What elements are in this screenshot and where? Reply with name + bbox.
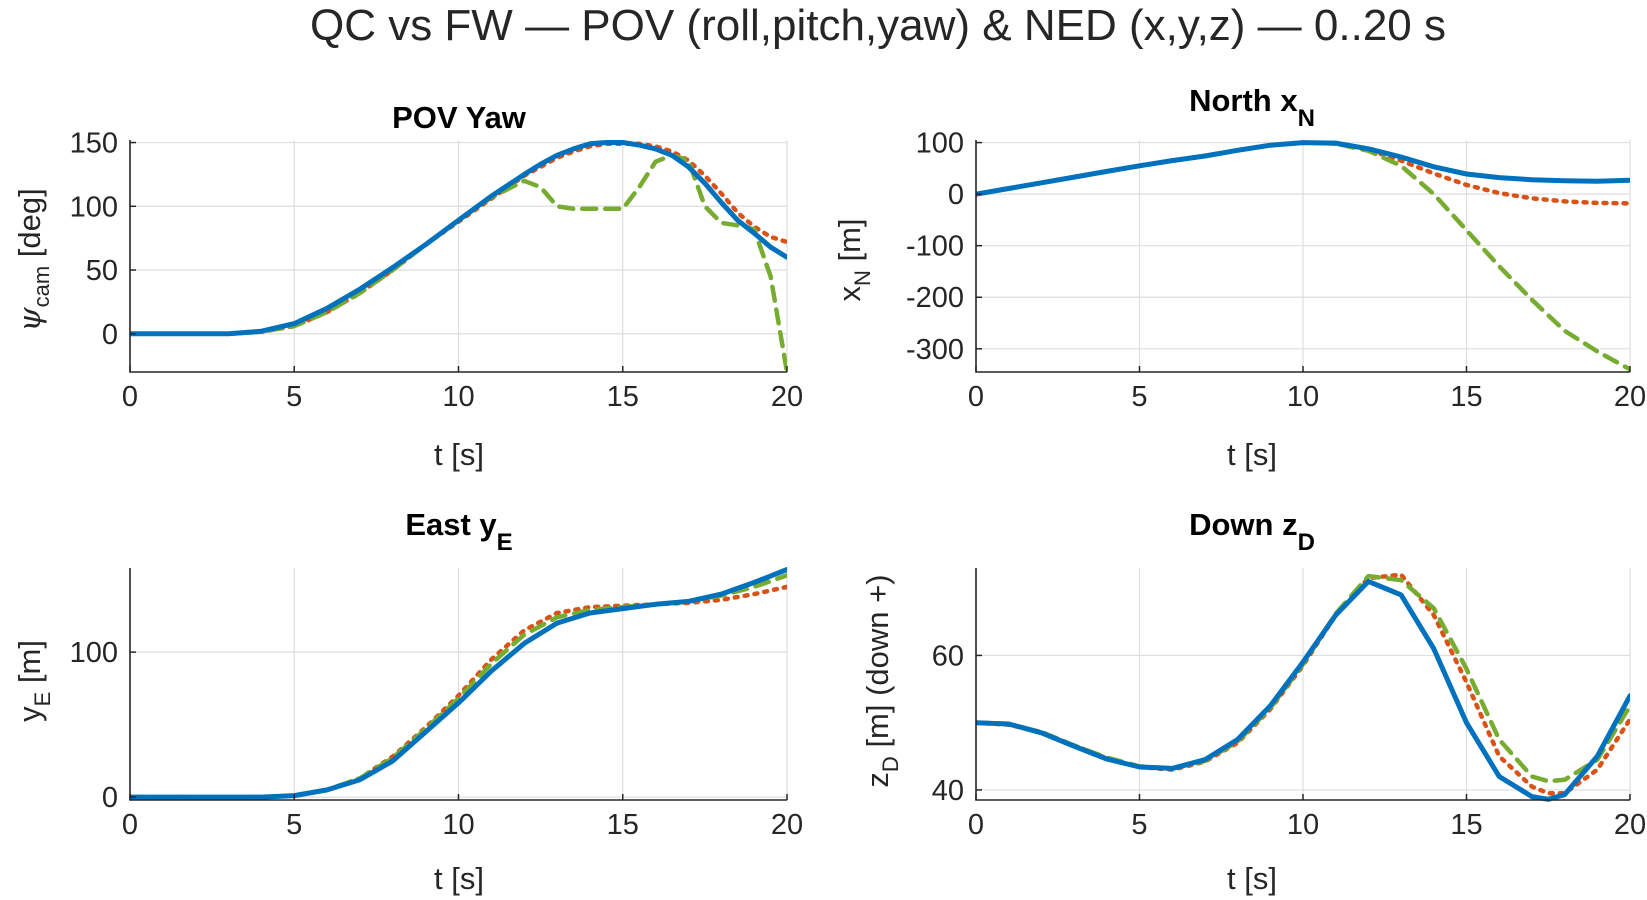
- y-tick-label: 0: [948, 179, 964, 211]
- y-tick-label: 150: [70, 128, 118, 160]
- panel-title: Down zD: [1189, 507, 1315, 556]
- y-tick-label: 50: [86, 255, 118, 287]
- x-tick-label: 20: [1614, 809, 1646, 841]
- x-tick-label: 0: [122, 381, 138, 413]
- x-axis-label: t [s]: [1227, 437, 1277, 472]
- x-axis-label: t [s]: [434, 861, 484, 896]
- x-tick-label: 15: [1450, 381, 1482, 413]
- x-tick-label: 0: [968, 809, 984, 841]
- x-tick-label: 5: [286, 381, 302, 413]
- panel-down-z: Down zD t [s] zD [m] (down +) 0 5 10 15 20 40…: [860, 507, 1646, 896]
- y-axis-label: ψcam [deg]: [12, 188, 54, 331]
- y-tick-label: -100: [906, 231, 964, 263]
- y-tick-label: 0: [102, 319, 118, 351]
- y-tick-label: 100: [916, 128, 964, 160]
- series-line-1-down-z: [976, 578, 1630, 802]
- y-tick-label: 0: [102, 782, 118, 814]
- y-axis-label: zD [m] (down +): [860, 574, 903, 787]
- y-tick-label: 60: [932, 640, 964, 672]
- x-tick-label: 20: [771, 381, 803, 413]
- y-tick-label: -200: [906, 282, 964, 314]
- panel-north-x: North xN t [s] xN [m] 0 5 10 15 20 -300 -200 -1…: [832, 83, 1646, 472]
- x-tick-label: 0: [968, 381, 984, 413]
- series-line-1-east-y: [130, 567, 787, 800]
- y-axis-label: yE [m]: [12, 640, 55, 722]
- x-axis-label: t [s]: [1227, 861, 1277, 896]
- panel-title: North xN: [1189, 83, 1315, 132]
- y-tick-label: 100: [70, 191, 118, 223]
- y-tick-label: 40: [932, 775, 964, 807]
- panel-east-y: East yE t [s] yE [m] 0 5 10 15 20 0 100: [12, 507, 803, 896]
- x-tick-label: 10: [442, 381, 474, 413]
- panel-pov-yaw: POV Yaw t [s] ψcam [deg] 0 5 10 15 20 0 50 100 1…: [12, 100, 803, 472]
- y-tick-label: -300: [906, 334, 964, 366]
- x-tick-label: 10: [442, 809, 474, 841]
- y-tick-label: 100: [70, 637, 118, 669]
- series-line-1-north-x: [976, 140, 1630, 197]
- panel-title: East yE: [405, 507, 512, 556]
- x-tick-label: 0: [122, 809, 138, 841]
- x-tick-label: 15: [1450, 809, 1482, 841]
- x-tick-label: 20: [771, 809, 803, 841]
- x-tick-label: 15: [607, 381, 639, 413]
- x-tick-label: 10: [1287, 381, 1319, 413]
- x-tick-label: 5: [1131, 381, 1147, 413]
- panel-title: POV Yaw: [392, 100, 527, 135]
- x-tick-label: 20: [1614, 381, 1646, 413]
- x-tick-label: 5: [1131, 809, 1147, 841]
- x-tick-label: 10: [1287, 809, 1319, 841]
- x-tick-label: 15: [607, 809, 639, 841]
- series-line-1-pov-yaw: [130, 140, 787, 337]
- y-axis-label: xN [m]: [832, 218, 875, 301]
- x-axis-label: t [s]: [434, 437, 484, 472]
- x-tick-label: 5: [286, 809, 302, 841]
- figure-title: QC vs FW — POV (roll,pitch,yaw) & NED (x…: [310, 1, 1446, 50]
